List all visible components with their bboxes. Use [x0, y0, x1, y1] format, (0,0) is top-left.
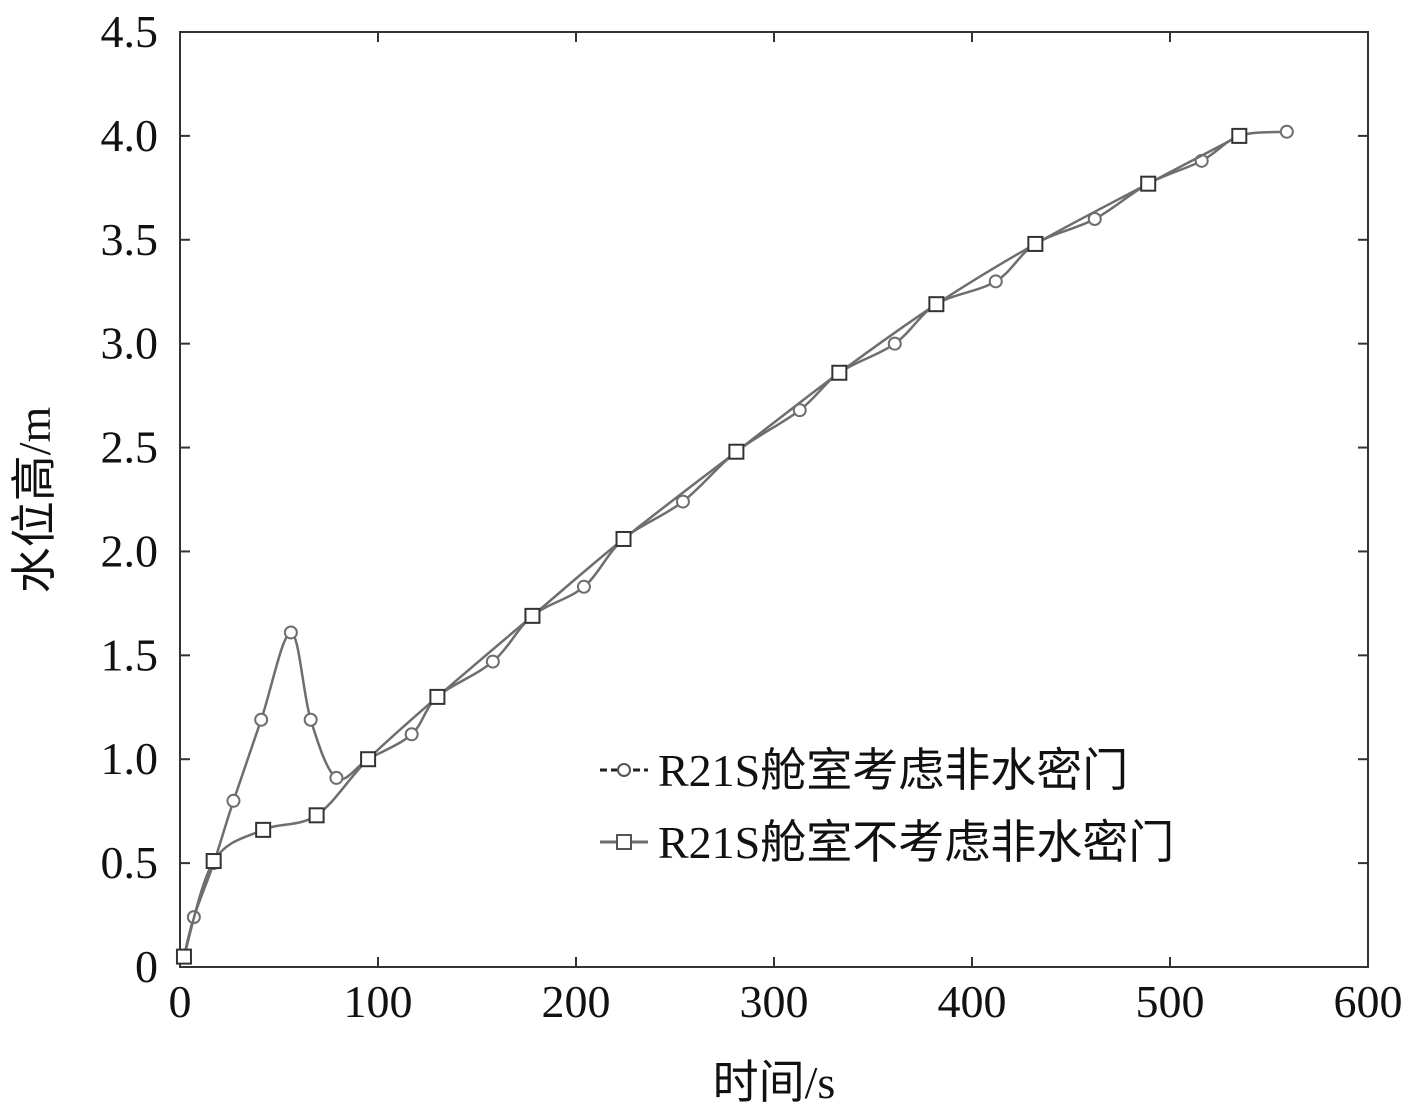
- legend-marker-1: [617, 763, 631, 777]
- x-tick-label: 600: [1334, 976, 1403, 1027]
- legend-label-2: R21S舱室不考虑非水密门: [658, 817, 1174, 868]
- x-tick-label: 400: [938, 976, 1007, 1027]
- series-1-point: [675, 494, 690, 509]
- x-tick-label: 100: [344, 976, 413, 1027]
- series-1-point: [404, 727, 419, 742]
- legend-item-2: R21S舱室不考虑非水密门: [600, 817, 1174, 868]
- y-tick-label: 4.5: [101, 6, 159, 57]
- x-tick-label: 500: [1136, 976, 1205, 1027]
- legend: R21S舱室考虑非水密门 R21S舱室不考虑非水密门: [600, 745, 1174, 868]
- series-1-point: [254, 712, 269, 727]
- series-1-point: [576, 579, 591, 594]
- y-tick-label: 0: [135, 941, 158, 992]
- series-2-point: [524, 607, 541, 624]
- legend-item-1: R21S舱室考虑非水密门: [600, 745, 1128, 796]
- y-tick-label: 2.5: [101, 422, 159, 473]
- x-tick-label: 300: [740, 976, 809, 1027]
- series-1-point: [283, 625, 298, 640]
- x-axis-title: 时间/s: [713, 1057, 836, 1108]
- x-tick-label: 200: [542, 976, 611, 1027]
- y-tick-label: 1.0: [101, 733, 159, 784]
- series-2-point: [1140, 175, 1157, 192]
- series-2-point: [308, 807, 325, 824]
- series-1-point: [303, 712, 318, 727]
- series-2-point: [928, 296, 945, 313]
- y-axis-ticks: 0 0.5 1.0 1.5 2.0 2.5 3.0 3.5 4.0 4.5: [101, 6, 1368, 992]
- series-1-point: [887, 336, 902, 351]
- series-2-point: [429, 688, 446, 705]
- x-axis-ticks: 0 100 200 300 400 500 600: [169, 32, 1403, 1027]
- series-2-point: [205, 853, 222, 870]
- series-layer: [175, 124, 1294, 965]
- y-tick-label: 0.5: [101, 837, 159, 888]
- y-tick-label: 4.0: [101, 110, 159, 161]
- x-tick-label: 0: [169, 976, 192, 1027]
- y-tick-label: 3.5: [101, 214, 159, 265]
- series-2: [175, 127, 1248, 965]
- series-1-point: [226, 793, 241, 808]
- y-tick-label: 3.0: [101, 318, 159, 369]
- series-1-point: [1279, 124, 1294, 139]
- series-2-point: [1231, 127, 1248, 144]
- legend-label-1: R21S舱室考虑非水密门: [658, 745, 1128, 796]
- series-2-point: [175, 948, 192, 965]
- y-tick-label: 1.5: [101, 629, 159, 680]
- series-1-point: [485, 654, 500, 669]
- series-2-point: [831, 364, 848, 381]
- series-2-point: [360, 751, 377, 768]
- series-2-point: [728, 443, 745, 460]
- series-1-point: [988, 274, 1003, 289]
- legend-marker-2: [616, 834, 632, 850]
- series-2-point: [615, 530, 632, 547]
- y-tick-label: 2.0: [101, 525, 159, 576]
- series-1-line: [182, 130, 1287, 957]
- series-2-point: [1027, 235, 1044, 252]
- series-1-point: [329, 770, 344, 785]
- series-2-point: [255, 821, 272, 838]
- y-axis-title: 水位高/m: [9, 407, 60, 594]
